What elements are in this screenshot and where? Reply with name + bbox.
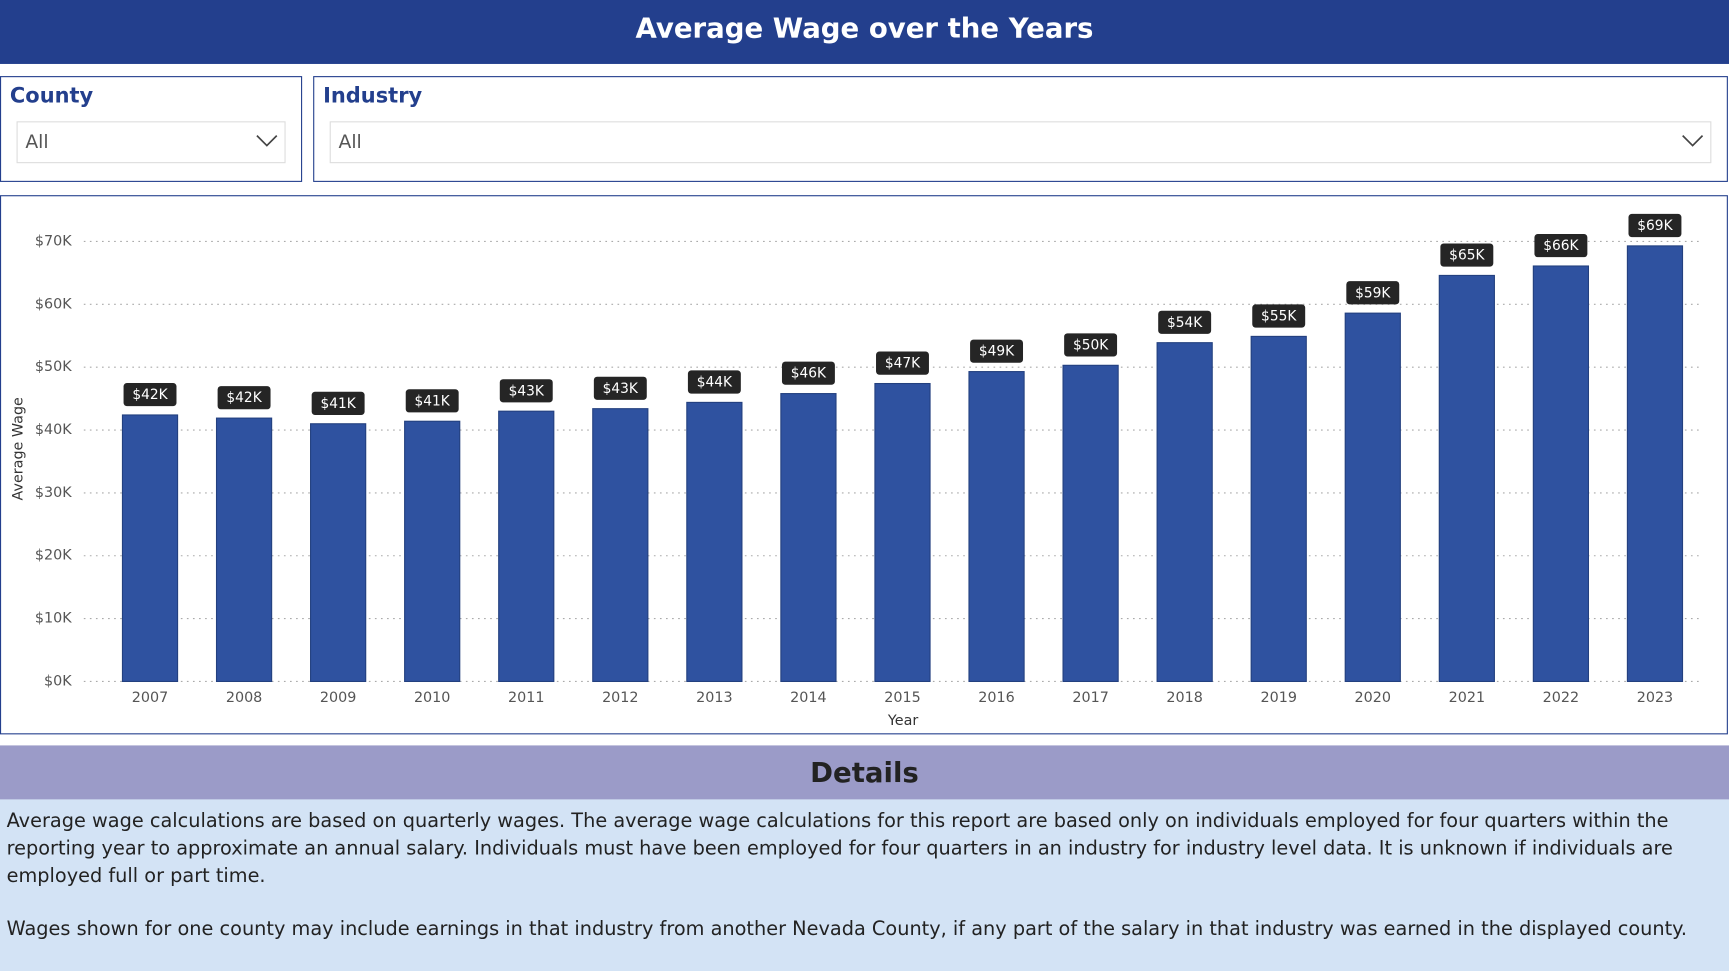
x-tick-label: 2010 bbox=[414, 690, 450, 706]
data-label: $44K bbox=[697, 375, 733, 391]
data-label-bg bbox=[1346, 281, 1400, 305]
data-label-bg bbox=[970, 339, 1024, 363]
x-tick-label: 2011 bbox=[508, 690, 544, 706]
x-tick-label: 2017 bbox=[1072, 690, 1108, 706]
paragraph: Wages shown for one county may include e… bbox=[6, 918, 1687, 941]
data-label: $42K bbox=[132, 387, 168, 403]
x-axis-title: Year bbox=[887, 713, 918, 729]
details-text: Average wage calculations are based on q… bbox=[0, 799, 1729, 971]
data-label-bg bbox=[1440, 243, 1494, 267]
page-title: Average Wage over the Years bbox=[0, 0, 1729, 64]
filter-label: County bbox=[9, 83, 94, 109]
data-label: $46K bbox=[791, 366, 827, 382]
y-tick-label: $70K bbox=[35, 233, 72, 249]
dropdown[interactable]: All bbox=[16, 121, 286, 164]
x-tick-label: 2020 bbox=[1355, 690, 1391, 706]
data-label: $54K bbox=[1167, 315, 1203, 331]
x-tick-label: 2014 bbox=[790, 690, 826, 706]
dropdown[interactable]: All bbox=[329, 121, 1712, 164]
y-axis-title: Average Wage bbox=[11, 397, 27, 501]
x-tick-label: 2012 bbox=[602, 690, 638, 706]
data-label: $47K bbox=[885, 356, 921, 372]
bar bbox=[1438, 274, 1495, 683]
bar bbox=[215, 417, 273, 683]
data-label-bg bbox=[217, 386, 271, 410]
x-tick-label: 2007 bbox=[132, 690, 168, 706]
chart: $0K $10K $20K $30K $40K $50K $60K $70K Average W… bbox=[11, 213, 1702, 729]
dropdown-value: All bbox=[25, 131, 49, 154]
data-label: $42K bbox=[226, 390, 262, 406]
data-label-bg bbox=[876, 351, 929, 375]
bar bbox=[310, 423, 367, 683]
x-tick-label: 2019 bbox=[1260, 690, 1296, 706]
bar bbox=[404, 420, 461, 683]
y-tick-label: $30K bbox=[35, 485, 72, 501]
bar bbox=[1156, 342, 1213, 683]
x-tick-label: 2008 bbox=[226, 690, 262, 706]
data-label: $49K bbox=[979, 344, 1015, 360]
data-label: $43K bbox=[603, 381, 639, 397]
data-label-bg bbox=[123, 382, 177, 407]
x-tick-label: 2018 bbox=[1166, 690, 1202, 706]
data-label-bg bbox=[499, 379, 553, 403]
x-tick-label: 2021 bbox=[1449, 690, 1485, 706]
data-label-bg bbox=[1252, 304, 1306, 328]
bar bbox=[686, 401, 743, 683]
data-label: $50K bbox=[1073, 337, 1109, 353]
dropdown-value: All bbox=[338, 131, 362, 154]
paragraph: Average wage calculations are based on q… bbox=[6, 810, 1673, 888]
data-label-bg bbox=[1064, 333, 1118, 357]
x-tick-label: 2009 bbox=[320, 690, 356, 706]
bar bbox=[1532, 265, 1590, 683]
bar bbox=[1344, 312, 1401, 683]
data-label: $66K bbox=[1543, 238, 1579, 254]
bar bbox=[121, 414, 179, 683]
bar bbox=[592, 408, 649, 683]
data-label-bg bbox=[311, 391, 365, 415]
data-label: $69K bbox=[1637, 218, 1673, 234]
data-label: $65K bbox=[1449, 248, 1485, 264]
y-tick-label: $0K bbox=[44, 673, 72, 689]
data-label: $55K bbox=[1261, 309, 1297, 325]
x-tick-label: 2013 bbox=[696, 690, 732, 706]
data-label: $41K bbox=[415, 393, 451, 409]
y-tick-label: $50K bbox=[35, 359, 72, 375]
y-tick-label: $20K bbox=[35, 548, 72, 564]
county-filter: County All bbox=[0, 76, 303, 182]
data-label-bg bbox=[405, 389, 459, 413]
data-label-bg bbox=[781, 361, 835, 385]
industry-filter: Industry All bbox=[313, 76, 1728, 182]
x-tick-label: 2015 bbox=[884, 690, 920, 706]
data-label: $43K bbox=[509, 383, 545, 399]
bar bbox=[1250, 335, 1307, 683]
x-tick-label: 2016 bbox=[978, 690, 1014, 706]
bar bbox=[1062, 364, 1119, 683]
y-tick-label: $60K bbox=[35, 296, 72, 312]
data-label-bg bbox=[1628, 213, 1682, 238]
x-tick-label: 2022 bbox=[1543, 690, 1579, 706]
chart-panel: $0K $10K $20K $30K $40K $50K $60K $70K Average W… bbox=[0, 195, 1728, 735]
filter-label: Industry bbox=[323, 83, 423, 109]
y-tick-label: $10K bbox=[35, 611, 72, 627]
y-tick-label: $40K bbox=[35, 422, 72, 438]
bar bbox=[874, 382, 931, 683]
x-tick-label: 2023 bbox=[1637, 690, 1673, 706]
data-label-bg bbox=[1158, 310, 1212, 334]
bar bbox=[780, 393, 837, 683]
bar bbox=[498, 410, 555, 683]
data-label-bg bbox=[687, 370, 741, 394]
bar bbox=[968, 371, 1025, 683]
details-title: Details bbox=[0, 745, 1729, 800]
chevron bbox=[256, 135, 278, 147]
bar bbox=[1626, 245, 1684, 683]
chevron bbox=[1682, 135, 1704, 147]
data-label: $41K bbox=[320, 396, 356, 412]
data-label-bg bbox=[1534, 234, 1588, 258]
data-label-bg bbox=[593, 376, 647, 400]
data-label: $59K bbox=[1355, 285, 1391, 301]
